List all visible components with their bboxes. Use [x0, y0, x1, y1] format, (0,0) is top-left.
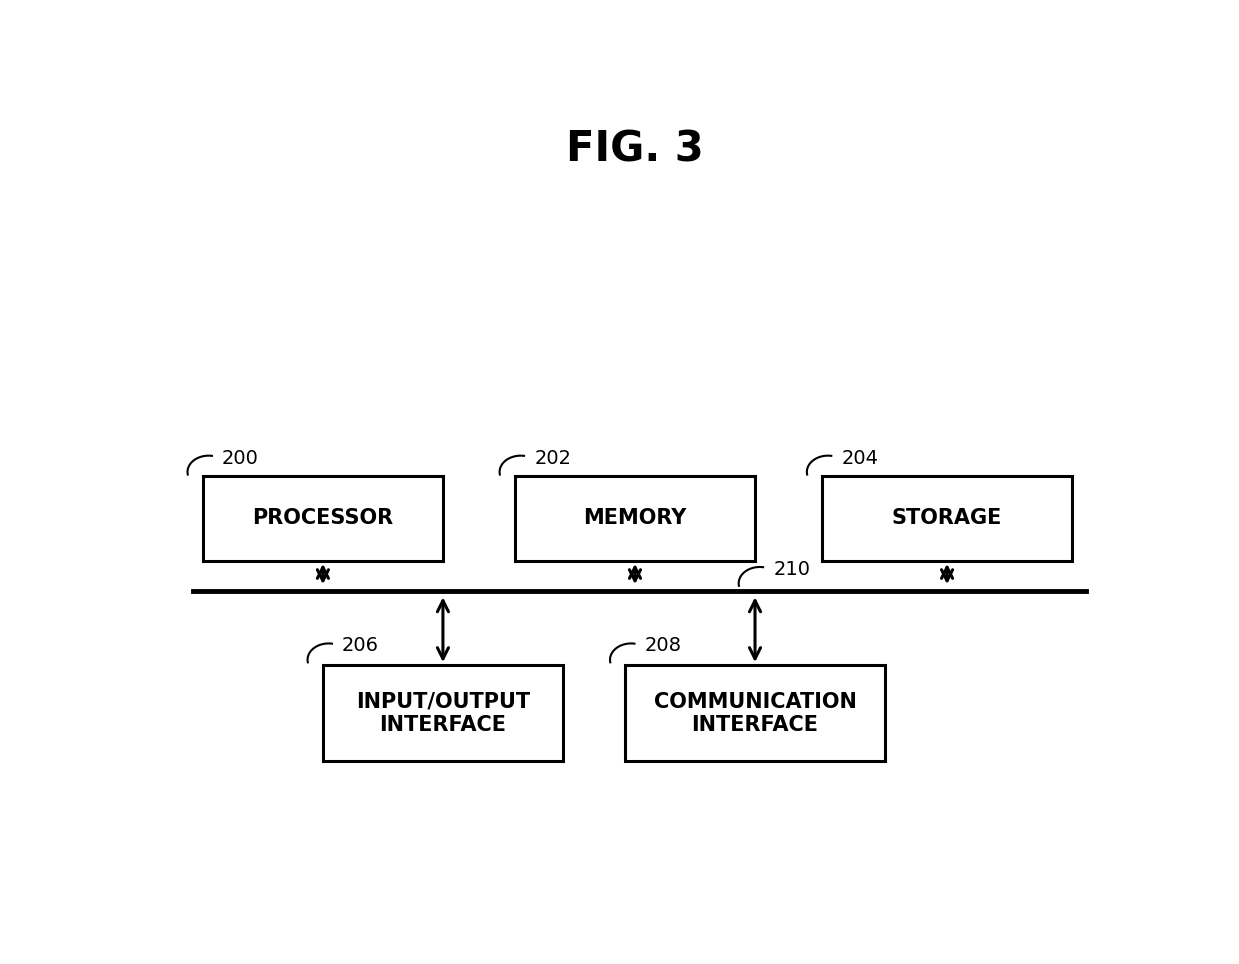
Text: 202: 202: [534, 448, 571, 468]
Text: PROCESSOR: PROCESSOR: [253, 508, 394, 528]
Text: FIG. 3: FIG. 3: [566, 128, 704, 170]
Text: 208: 208: [644, 636, 681, 656]
Text: 210: 210: [773, 560, 810, 578]
Text: COMMUNICATION
INTERFACE: COMMUNICATION INTERFACE: [654, 691, 856, 735]
Bar: [203, 475, 444, 561]
Bar: [515, 475, 755, 561]
Text: MEMORY: MEMORY: [584, 508, 686, 528]
Bar: [626, 665, 885, 762]
Bar: [323, 665, 563, 762]
Text: INPUT/OUTPUT
INTERFACE: INPUT/OUTPUT INTERFACE: [356, 691, 530, 735]
Bar: [823, 475, 1072, 561]
Text: 200: 200: [222, 448, 259, 468]
Text: 206: 206: [342, 636, 379, 656]
Text: STORAGE: STORAGE: [892, 508, 1002, 528]
Text: 204: 204: [841, 448, 878, 468]
